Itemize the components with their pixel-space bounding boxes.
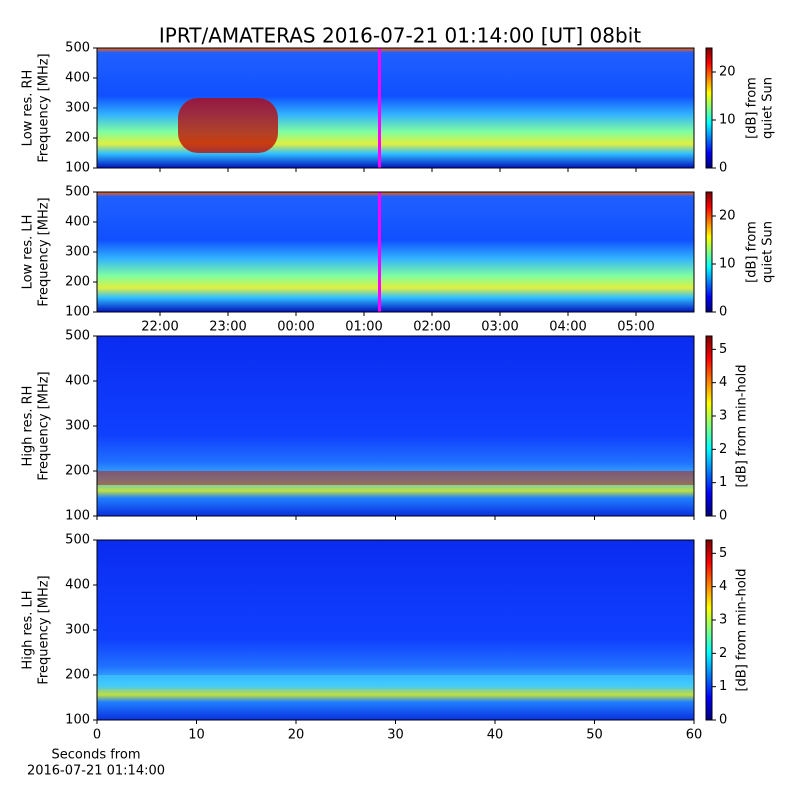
marker-line: [378, 48, 381, 168]
x-tick-label: 60: [686, 728, 703, 743]
colorbar-tick-label: 4: [719, 375, 727, 390]
colorbar-tick-label: 2: [719, 646, 727, 661]
y-tick-label: 400: [65, 578, 90, 593]
y-axis-label: Frequency [MHz]: [37, 371, 52, 480]
colorbar-tick-label: 10: [719, 257, 736, 272]
y-tick-label: 400: [65, 215, 90, 230]
colorbar-tick-label: 5: [719, 546, 727, 561]
y-axis-label: High res. LH: [21, 590, 36, 669]
x-tick-label: 20: [288, 728, 305, 743]
x-tick-label: 30: [387, 728, 404, 743]
spectrogram-image: [97, 540, 694, 720]
colorbar-tick-label: 0: [719, 713, 727, 728]
marker-line: [378, 192, 381, 312]
y-tick-label: 200: [65, 668, 90, 683]
emission-band: [97, 471, 694, 485]
colorbar-label: quiet Sun: [761, 221, 776, 283]
y-tick-label: 400: [65, 71, 90, 86]
colorbar-label: quiet Sun: [761, 77, 776, 139]
y-tick-label: 500: [65, 329, 90, 344]
y-tick-label: 100: [65, 161, 90, 176]
colorbar: [705, 335, 713, 517]
spectrogram-image: [97, 192, 694, 312]
x-tick-label: 10: [188, 728, 205, 743]
y-tick-label: 200: [65, 275, 90, 290]
colorbar-tick-label: 0: [719, 161, 727, 176]
y-tick-label: 500: [65, 185, 90, 200]
colorbar-label: [dB] from min-hold: [735, 364, 750, 487]
y-tick-label: 300: [65, 245, 90, 260]
colorbar-tick-label: 3: [719, 409, 727, 424]
colorbar-tick-label: 20: [719, 209, 736, 224]
y-tick-label: 400: [65, 374, 90, 389]
colorbar: [705, 47, 713, 169]
x-tick-label: 0: [93, 728, 101, 743]
x-tick-label: 03:00: [481, 320, 518, 335]
x-tick-label: 22:00: [141, 320, 178, 335]
x-axis-label: Seconds from: [51, 748, 140, 763]
y-axis-label: Frequency [MHz]: [37, 197, 52, 306]
spectrogram-image: [97, 336, 694, 516]
emission-band: [97, 675, 694, 689]
colorbar-tick-label: 0: [719, 509, 727, 524]
x-tick-label: 23:00: [209, 320, 246, 335]
y-axis-label: Frequency [MHz]: [37, 575, 52, 684]
x-tick-label: 02:00: [413, 320, 450, 335]
colorbar-tick-label: 10: [719, 113, 736, 128]
colorbar-tick-label: 1: [719, 475, 727, 490]
colorbar-tick-label: 3: [719, 613, 727, 628]
burst: [178, 98, 278, 153]
colorbar: [705, 191, 713, 313]
y-tick-label: 500: [65, 533, 90, 548]
y-tick-label: 300: [65, 101, 90, 116]
y-tick-label: 200: [65, 464, 90, 479]
colorbar-tick-label: 20: [719, 65, 736, 80]
y-tick-label: 100: [65, 509, 90, 524]
colorbar-tick-label: 2: [719, 442, 727, 457]
y-axis-label: Frequency [MHz]: [37, 53, 52, 162]
colorbar-label: [dB] from min-hold: [735, 568, 750, 691]
colorbar-tick-label: 1: [719, 679, 727, 694]
x-tick-label: 04:00: [549, 320, 586, 335]
colorbar: [705, 539, 713, 721]
colorbar-tick-label: 5: [719, 342, 727, 357]
y-axis-label: High res. RH: [21, 386, 36, 467]
x-tick-label: 01:00: [345, 320, 382, 335]
y-tick-label: 100: [65, 305, 90, 320]
x-tick-label: 00:00: [277, 320, 314, 335]
chart-title: IPRT/AMATERAS 2016-07-21 01:14:00 [UT] 0…: [159, 24, 641, 48]
x-tick-label: 40: [487, 728, 504, 743]
y-tick-label: 100: [65, 713, 90, 728]
y-tick-label: 500: [65, 41, 90, 56]
x-tick-label: 05:00: [617, 320, 654, 335]
colorbar-tick-label: 0: [719, 305, 727, 320]
colorbar-tick-label: 4: [719, 579, 727, 594]
x-axis-label: 2016-07-21 01:14:00: [27, 764, 165, 779]
y-axis-label: Low res. RH: [21, 70, 36, 147]
y-tick-label: 300: [65, 419, 90, 434]
y-tick-label: 200: [65, 131, 90, 146]
y-tick-label: 300: [65, 623, 90, 638]
y-axis-label: Low res. LH: [21, 215, 36, 290]
x-tick-label: 50: [586, 728, 603, 743]
colorbar-label: [dB] from: [745, 221, 760, 283]
colorbar-label: [dB] from: [745, 77, 760, 139]
